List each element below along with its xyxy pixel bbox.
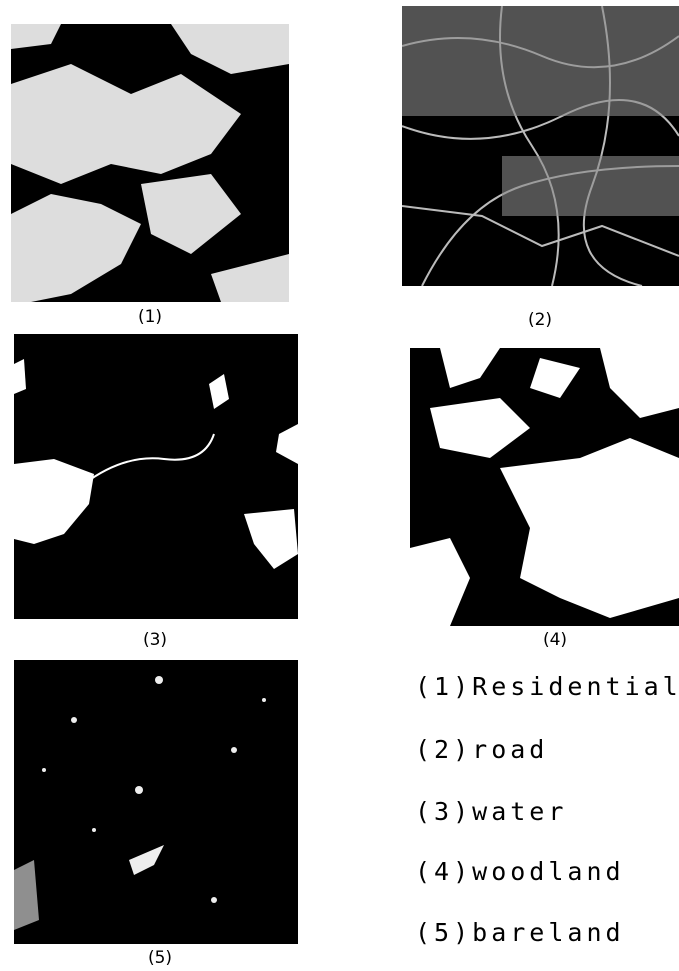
map-road (402, 6, 679, 286)
map-image (11, 24, 289, 302)
legend-entry: (2)road (415, 735, 548, 764)
map-image (14, 660, 298, 944)
legend-entry: (1)Residential (415, 672, 679, 701)
map-image (14, 334, 298, 619)
map-image (402, 6, 679, 286)
caption: (5) (120, 948, 200, 968)
caption: (4) (515, 630, 595, 650)
map-water (14, 334, 298, 619)
legend-entry: (5)bareland (415, 918, 625, 947)
map-woodland (410, 348, 679, 626)
caption: (1) (110, 307, 190, 327)
map-image (410, 348, 679, 626)
caption: (2) (500, 310, 580, 330)
figure: {"panels": [{"caption": "(1)"}, {"captio… (0, 0, 679, 971)
caption: (3) (115, 630, 195, 650)
legend-entry: (3)water (415, 797, 567, 826)
map-residential (11, 24, 289, 302)
legend-entry: (4)woodland (415, 857, 625, 886)
map-bareland (14, 660, 298, 944)
